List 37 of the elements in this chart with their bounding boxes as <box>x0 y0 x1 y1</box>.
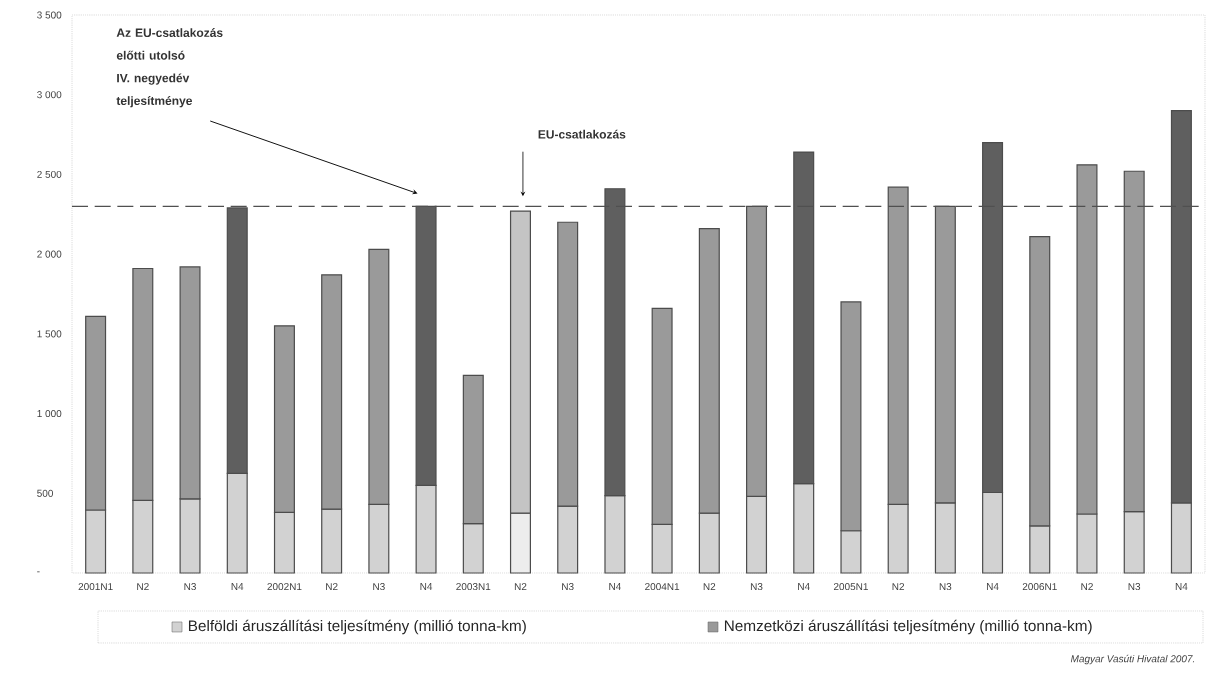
x-tick-label: N3 <box>373 583 385 591</box>
x-tick-label: N4 <box>609 583 621 590</box>
x-tick-label: 2005N1 <box>833 583 868 591</box>
x-tick-label: N2 <box>326 583 338 591</box>
x-tick-label: N4 <box>1175 583 1188 590</box>
x-tick-label: N4 <box>231 583 244 590</box>
y-tick-label: 2 000 <box>37 250 62 258</box>
y-tick-label: 3 000 <box>37 91 62 99</box>
annotation: Az EU-csatlakozás előtti utolsó IV. negyedév teljesítménye <box>116 28 223 108</box>
y-tick-label: 3 500 <box>37 11 62 19</box>
x-tick-label: 2001N1 <box>78 583 113 591</box>
text: Magyar Vasúti Hivatal 2007. <box>1070 654 1195 665</box>
x-tick-label: N2 <box>1081 583 1093 591</box>
x-tick-label: N3 <box>939 583 952 591</box>
x-tick-label: 2002N1 <box>267 583 302 591</box>
y-tick-label: 1 500 <box>37 330 62 338</box>
annotation: EU-csatlakozás <box>538 129 626 139</box>
legend-label: Nemzetközi áruszállítási teljesítmény (millió tonna-km) <box>724 619 1092 635</box>
y-tick-label: 500 <box>37 489 54 497</box>
legend-label: Belföldi áruszállítási teljesítmény (millió tonna-km) <box>188 619 526 635</box>
x-tick-label: N2 <box>137 583 149 591</box>
x-tick-label: N3 <box>750 583 763 591</box>
x-tick-label: 2003N1 <box>456 583 491 591</box>
y-tick-label: 2 500 <box>37 170 62 178</box>
x-tick-label: 2004N1 <box>645 583 680 591</box>
x-tick-label: N4 <box>986 583 999 590</box>
x-tick-label: N2 <box>892 583 905 591</box>
x-tick-label: N2 <box>703 583 716 591</box>
x-tick-label: N4 <box>798 583 810 590</box>
x-tick-label: N2 <box>514 583 527 591</box>
x-tick-label: N3 <box>1128 583 1141 591</box>
x-tick-label: 2006N1 <box>1022 583 1057 591</box>
x-tick-label: N3 <box>562 583 574 591</box>
x-tick-label: N4 <box>420 583 433 590</box>
y-tick-label: - <box>37 571 40 573</box>
x-tick-label: N3 <box>184 583 196 591</box>
y-tick-label: 1 000 <box>37 410 62 418</box>
